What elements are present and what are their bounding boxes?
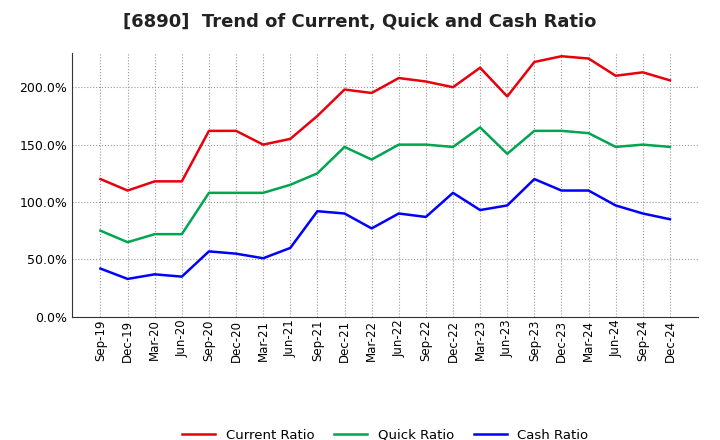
Cash Ratio (665, 216, 674, 222)
Cash Ratio (584, 188, 593, 193)
Quick Ratio (503, 151, 511, 157)
Cash Ratio (150, 271, 159, 277)
Cash Ratio (123, 276, 132, 282)
Current Ratio (665, 78, 674, 83)
Quick Ratio (449, 144, 457, 150)
Quick Ratio (150, 231, 159, 237)
Current Ratio (178, 179, 186, 184)
Quick Ratio (232, 190, 240, 195)
Current Ratio (123, 188, 132, 193)
Cash Ratio (367, 226, 376, 231)
Cash Ratio (557, 188, 566, 193)
Quick Ratio (341, 144, 349, 150)
Quick Ratio (557, 128, 566, 133)
Quick Ratio (611, 144, 620, 150)
Current Ratio (286, 136, 294, 142)
Quick Ratio (639, 142, 647, 147)
Quick Ratio (259, 190, 268, 195)
Current Ratio (503, 94, 511, 99)
Current Ratio (96, 176, 105, 182)
Current Ratio (584, 56, 593, 61)
Quick Ratio (367, 157, 376, 162)
Cash Ratio (476, 207, 485, 213)
Current Ratio (557, 54, 566, 59)
Quick Ratio (123, 239, 132, 245)
Cash Ratio (286, 245, 294, 250)
Quick Ratio (421, 142, 430, 147)
Line: Quick Ratio: Quick Ratio (101, 128, 670, 242)
Quick Ratio (178, 231, 186, 237)
Cash Ratio (96, 266, 105, 271)
Cash Ratio (530, 176, 539, 182)
Cash Ratio (639, 211, 647, 216)
Current Ratio (421, 79, 430, 84)
Cash Ratio (395, 211, 403, 216)
Current Ratio (259, 142, 268, 147)
Cash Ratio (611, 203, 620, 208)
Current Ratio (476, 65, 485, 70)
Line: Cash Ratio: Cash Ratio (101, 179, 670, 279)
Current Ratio (367, 90, 376, 95)
Current Ratio (232, 128, 240, 133)
Quick Ratio (476, 125, 485, 130)
Quick Ratio (313, 171, 322, 176)
Current Ratio (150, 179, 159, 184)
Quick Ratio (204, 190, 213, 195)
Current Ratio (313, 113, 322, 118)
Cash Ratio (178, 274, 186, 279)
Current Ratio (611, 73, 620, 78)
Quick Ratio (584, 131, 593, 136)
Current Ratio (204, 128, 213, 133)
Cash Ratio (341, 211, 349, 216)
Quick Ratio (96, 228, 105, 233)
Current Ratio (395, 75, 403, 81)
Legend: Current Ratio, Quick Ratio, Cash Ratio: Current Ratio, Quick Ratio, Cash Ratio (177, 424, 593, 440)
Quick Ratio (665, 144, 674, 150)
Cash Ratio (204, 249, 213, 254)
Cash Ratio (313, 209, 322, 214)
Cash Ratio (503, 203, 511, 208)
Quick Ratio (530, 128, 539, 133)
Current Ratio (449, 84, 457, 90)
Quick Ratio (395, 142, 403, 147)
Current Ratio (639, 70, 647, 75)
Line: Current Ratio: Current Ratio (101, 56, 670, 191)
Cash Ratio (449, 190, 457, 195)
Text: [6890]  Trend of Current, Quick and Cash Ratio: [6890] Trend of Current, Quick and Cash … (123, 13, 597, 31)
Current Ratio (530, 59, 539, 65)
Quick Ratio (286, 182, 294, 187)
Current Ratio (341, 87, 349, 92)
Cash Ratio (232, 251, 240, 257)
Cash Ratio (421, 214, 430, 220)
Cash Ratio (259, 256, 268, 261)
